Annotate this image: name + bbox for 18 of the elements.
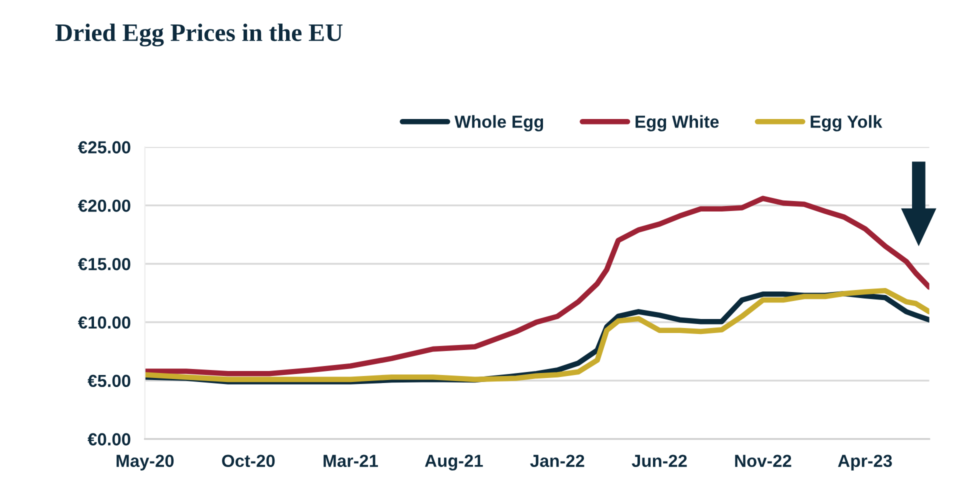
y-tick-label: €0.00 — [88, 433, 130, 446]
y-tick-label: €20.00 — [78, 200, 130, 212]
x-tick-label: Mar-21 — [324, 454, 378, 468]
legend-label: Egg White — [636, 115, 719, 132]
x-tick-label: Jan-22 — [530, 454, 584, 468]
y-tick-label: €25.00 — [78, 141, 130, 154]
legend-label: Whole Egg — [454, 115, 544, 132]
x-tick-label: Oct-20 — [222, 454, 275, 468]
y-tick-label: €10.00 — [78, 316, 130, 329]
x-tick-label: May-20 — [116, 454, 174, 470]
x-tick-label: Nov-22 — [735, 454, 792, 468]
y-tick-label: €5.00 — [88, 374, 130, 388]
chart-title: Dried Egg Prices in the EU — [55, 24, 343, 46]
x-tick-label: Aug-21 — [424, 454, 483, 470]
y-tick-label: €15.00 — [78, 258, 130, 270]
x-tick-label: Jun-22 — [632, 454, 687, 468]
x-tick-label: Apr-23 — [838, 454, 892, 470]
legend-label: Egg Yolk — [810, 115, 882, 132]
